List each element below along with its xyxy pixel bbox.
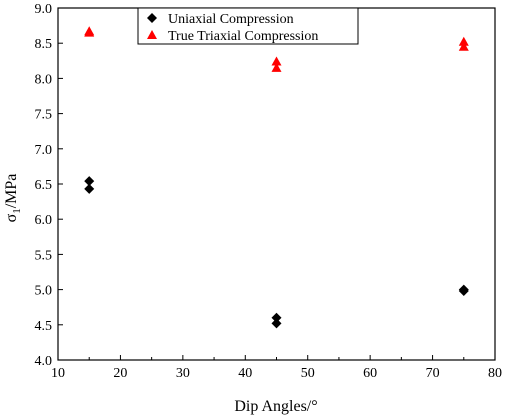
y-tick-label: 4.0 <box>35 354 53 369</box>
data-marks <box>84 26 469 329</box>
diamond-point <box>271 318 282 329</box>
y-tick-label: 7.5 <box>35 108 53 123</box>
diamond-point <box>84 176 95 187</box>
triangle-point <box>458 36 469 46</box>
y-tick-label: 6.0 <box>35 213 53 228</box>
diamond-point <box>84 183 95 194</box>
x-tick-label: 70 <box>426 366 440 381</box>
legend-box <box>137 7 359 45</box>
y-tick-label: 4.5 <box>35 319 53 334</box>
x-axis-title: Dip Angles/° <box>234 398 317 415</box>
x-tick-label: 20 <box>113 366 127 381</box>
y-tick-label: 9.0 <box>35 2 53 17</box>
triangle-point <box>458 41 469 51</box>
y-axis-title-symbol: σ <box>3 213 20 222</box>
series-1 <box>84 176 469 329</box>
y-tick-label: 5.0 <box>35 284 53 299</box>
legend-marker-1 <box>147 13 157 23</box>
y-axis-title-subscript: 1 <box>11 208 23 214</box>
legend: Uniaxial Compression True Triaxial Compre… <box>137 7 359 45</box>
series-2 <box>84 26 469 72</box>
legend-label-1: Uniaxial Compression <box>168 12 294 27</box>
legend-marker-2 <box>147 30 157 39</box>
legend-label-2: True Triaxial Compression <box>168 29 318 44</box>
y-axis-title-unit: /MPa <box>3 174 20 209</box>
x-tick-label: 60 <box>363 366 377 381</box>
x-tick-label: 40 <box>238 366 252 381</box>
y-tick-label: 8.5 <box>35 37 53 52</box>
diamond-point <box>271 312 282 323</box>
triangle-point <box>271 56 282 66</box>
y-axis-title: σ1/MPa <box>3 174 23 223</box>
triangle-point <box>84 27 95 37</box>
y-tick-label: 8.0 <box>35 72 53 87</box>
y-tick-label: 7.0 <box>35 143 53 158</box>
diamond-point <box>458 286 469 297</box>
x-tick-label: 50 <box>301 366 315 381</box>
x-tick-label: 80 <box>488 366 502 381</box>
x-tick-label: 10 <box>51 366 65 381</box>
y-tick-label: 6.5 <box>35 178 53 193</box>
y-tick-label: 5.5 <box>35 248 53 263</box>
axes: 10 20 30 40 50 60 70 80 4.0 4.5 5.0 5.5 6.0 6.5 7.0 7.5… <box>35 2 503 381</box>
triangle-point <box>271 62 282 72</box>
x-tick-label: 30 <box>176 366 190 381</box>
